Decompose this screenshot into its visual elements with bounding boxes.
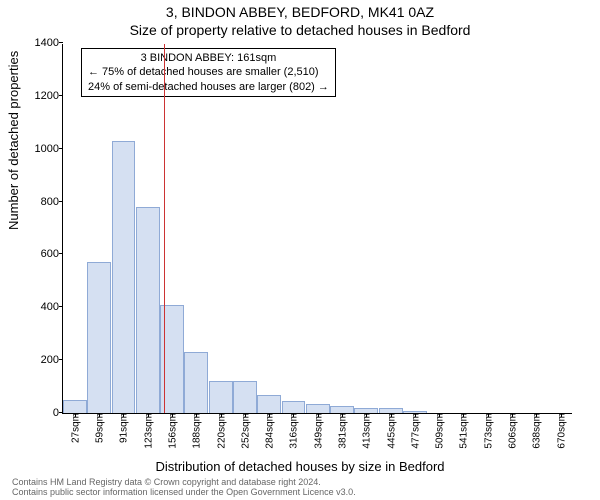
y-tick-label: 400 [41,301,63,313]
x-tick-label: 573sqm [481,413,494,449]
histogram-bar [330,406,354,413]
histogram-bar [87,262,111,413]
x-tick-label: 349sqm [311,413,324,449]
x-tick-mark [512,413,513,417]
y-tick-mark [59,359,63,360]
y-tick-label: 0 [53,407,63,419]
y-tick-mark [59,253,63,254]
footer-line2: Contains public sector information licen… [12,488,356,498]
footer-attribution: Contains HM Land Registry data © Crown c… [12,478,356,498]
histogram-bar [112,141,136,413]
histogram-bar [184,352,208,413]
x-tick-label: 220sqm [214,413,227,449]
x-tick-mark [196,413,197,417]
x-tick-label: 156sqm [166,413,179,449]
x-tick-label: 284sqm [263,413,276,449]
x-tick-label: 638sqm [530,413,543,449]
x-tick-mark [439,413,440,417]
x-tick-label: 188sqm [190,413,203,449]
x-tick-label: 413sqm [360,413,373,449]
y-axis-label: Number of detached properties [6,51,21,230]
x-tick-label: 445sqm [384,413,397,449]
annotation-box: 3 BINDON ABBEY: 161sqm ← 75% of detached… [81,48,336,97]
x-tick-label: 252sqm [238,413,251,449]
y-tick-mark [59,306,63,307]
x-tick-label: 27sqm [68,413,81,443]
x-tick-mark [536,413,537,417]
x-tick-mark [293,413,294,417]
y-tick-label: 200 [41,354,63,366]
x-tick-mark [123,413,124,417]
y-tick-mark [59,95,63,96]
histogram-bar [257,395,281,414]
y-tick-label: 600 [41,248,63,260]
reference-line [164,44,166,413]
x-tick-label: 316sqm [287,413,300,449]
x-tick-label: 123sqm [141,413,154,449]
x-tick-mark [172,413,173,417]
chart-title-address: 3, BINDON ABBEY, BEDFORD, MK41 0AZ [0,0,600,20]
x-tick-mark [75,413,76,417]
x-tick-mark [318,413,319,417]
y-tick-mark [59,42,63,43]
chart-container: 3, BINDON ABBEY, BEDFORD, MK41 0AZ Size … [0,0,600,500]
y-tick-mark [59,201,63,202]
y-tick-label: 1000 [35,143,63,155]
x-tick-mark [366,413,367,417]
x-tick-label: 541sqm [457,413,470,449]
x-tick-label: 477sqm [408,413,421,449]
x-tick-mark [391,413,392,417]
histogram-bar [136,207,160,413]
histogram-bar [233,381,257,413]
histogram-bar [306,404,330,413]
histogram-bar [209,381,233,413]
x-tick-mark [342,413,343,417]
x-tick-mark [488,413,489,417]
annotation-line3: 24% of semi-detached houses are larger (… [88,80,329,94]
y-tick-label: 1200 [35,90,63,102]
x-tick-mark [561,413,562,417]
y-tick-label: 800 [41,196,63,208]
histogram-bar [63,400,87,413]
x-tick-label: 59sqm [93,413,106,443]
x-tick-label: 606sqm [506,413,519,449]
chart-title-sub: Size of property relative to detached ho… [0,20,600,38]
x-tick-label: 670sqm [554,413,567,449]
x-tick-mark [99,413,100,417]
x-tick-label: 509sqm [433,413,446,449]
x-tick-mark [148,413,149,417]
x-axis-label: Distribution of detached houses by size … [0,459,600,474]
annotation-line1: 3 BINDON ABBEY: 161sqm [88,51,329,65]
histogram-bar [282,401,306,413]
x-tick-mark [245,413,246,417]
x-tick-mark [415,413,416,417]
x-tick-mark [221,413,222,417]
y-tick-label: 1400 [35,37,63,49]
y-tick-mark [59,148,63,149]
x-tick-mark [463,413,464,417]
plot-area: 3 BINDON ABBEY: 161sqm ← 75% of detached… [62,44,572,414]
x-tick-mark [269,413,270,417]
x-tick-label: 91sqm [117,413,130,443]
x-tick-label: 381sqm [336,413,349,449]
annotation-line2: ← 75% of detached houses are smaller (2,… [88,65,329,79]
